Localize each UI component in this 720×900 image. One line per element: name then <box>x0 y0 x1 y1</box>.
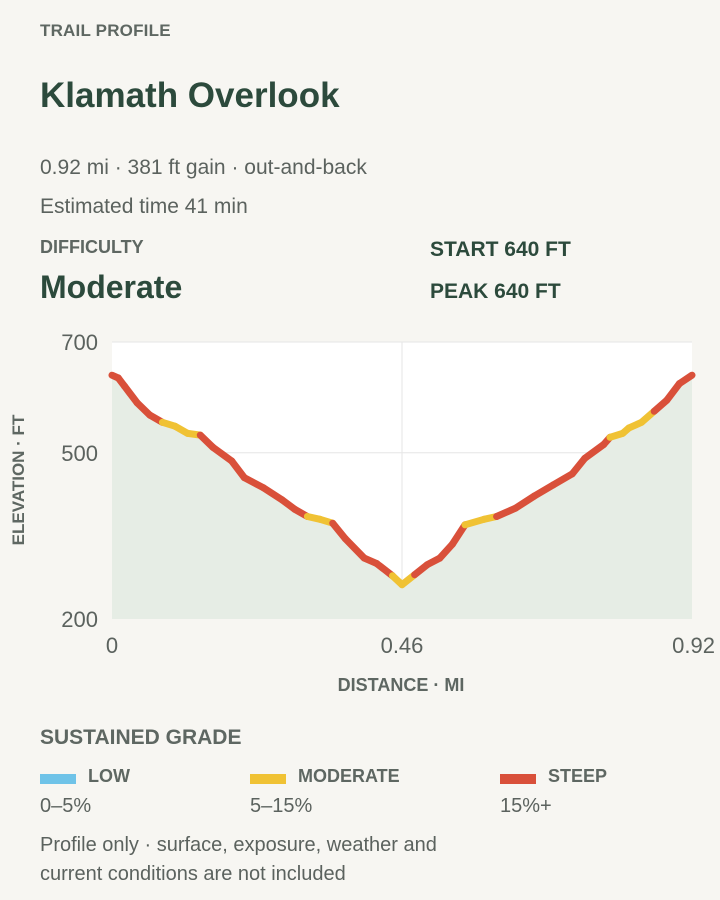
x-axis-ticks: 0 0.46 0.92 <box>106 633 715 658</box>
profile-segment-steep <box>209 443 236 465</box>
legend-swatch-steep <box>500 774 536 784</box>
legend-range-steep: 15%+ <box>500 795 552 817</box>
elevation-line <box>108 371 696 589</box>
x-axis-label: DISTANCE · MI <box>338 675 465 695</box>
x-tick-label: 0 <box>106 633 118 658</box>
profile-segment-steep <box>259 484 286 504</box>
difficulty-value: Moderate <box>40 269 183 305</box>
legend-label-moderate: MODERATE <box>298 766 400 786</box>
profile-segment-steep <box>341 535 368 562</box>
profile-segment-steep <box>581 441 608 462</box>
difficulty-label: DIFFICULTY <box>40 237 144 257</box>
x-tick-label: 0.46 <box>381 633 424 658</box>
elevation-chart: 700 500 200 0 0.46 0.92 ELEVATION · FT DISTA… <box>9 330 715 695</box>
x-tick-label: 0.92 <box>672 633 715 658</box>
eyebrow-label: TRAIL PROFILE <box>40 21 171 40</box>
trail-summary: 0.92 mi · 381 ft gain · out-and-back <box>40 156 367 179</box>
legend-swatch-low <box>40 774 76 784</box>
profile-segment-steep <box>240 474 267 492</box>
legend-swatch-moderate <box>250 774 286 784</box>
estimated-time: Estimated time 41 min <box>40 195 248 218</box>
legend-label-steep: STEEP <box>548 766 608 786</box>
y-tick-label: 200 <box>61 607 98 632</box>
trail-title: Klamath Overlook <box>40 76 340 115</box>
elevation-area <box>112 375 692 619</box>
legend-range-low: 0–5% <box>40 795 92 817</box>
peak-elevation: PEAK 640 FT <box>430 280 561 303</box>
legend-range-moderate: 5–15% <box>250 795 313 817</box>
y-tick-label: 500 <box>61 441 98 466</box>
profile-segment-steep <box>448 521 469 548</box>
legend-title: SUSTAINED GRADE <box>40 726 242 749</box>
legend-label-low: LOW <box>88 766 130 786</box>
profile-segment-steep <box>530 481 557 500</box>
footnote: Profile only · surface, exposure, weathe… <box>40 834 437 885</box>
profile-segment-steep <box>675 371 696 388</box>
profile-segment-steep <box>549 470 576 489</box>
y-axis-label: ELEVATION · FT <box>9 414 28 545</box>
start-elevation: START 640 FT <box>430 238 571 261</box>
profile-segment-steep <box>512 492 538 512</box>
y-axis-ticks: 700 500 200 <box>61 330 98 632</box>
y-tick-label: 700 <box>61 330 98 355</box>
